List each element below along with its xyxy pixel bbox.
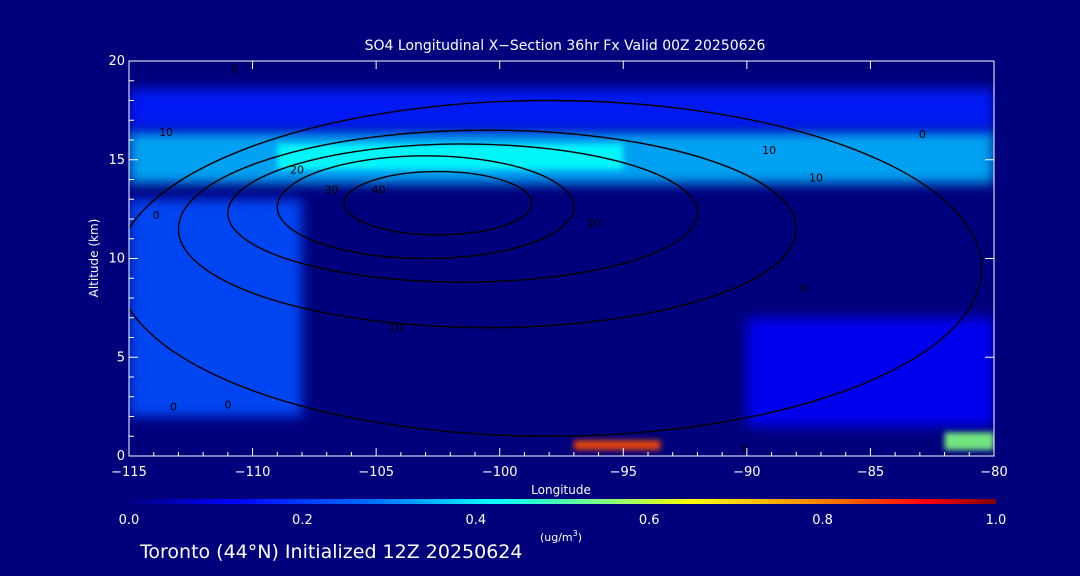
x-tick-label: −90 (733, 465, 760, 480)
y-tick-label: 20 (108, 54, 125, 69)
x-tick-label: −110 (235, 465, 271, 480)
contour-layer (129, 99, 983, 437)
colorbar-tick-label: 0.6 (639, 513, 660, 528)
contour-label-8: 20 (587, 217, 601, 230)
colorbar-tick-label: 0.0 (119, 513, 140, 528)
contour-label-1: 10 (159, 126, 173, 139)
colorbar-units: (ug/m3) (540, 529, 582, 544)
contour-label-14: 0 (741, 442, 748, 455)
contour-40 (343, 170, 533, 236)
y-axis-label: Altitude (km) (87, 219, 101, 298)
y-tick-label: 10 (108, 252, 125, 267)
contour-30 (276, 155, 575, 260)
contour-label-10: 0 (800, 282, 807, 295)
contour-label-9: 0 (153, 209, 160, 222)
heat-region-6 (944, 432, 994, 451)
colorbar-tick-label: 1.0 (986, 513, 1007, 528)
y-axis: 0 5 10 15 20 (108, 54, 994, 464)
y-tick-label: 5 (117, 350, 125, 365)
contour-0 (129, 99, 983, 437)
colorbar-gradient (129, 499, 996, 504)
x-tick-label: −85 (857, 465, 884, 480)
contour-label-3: 30 (325, 183, 339, 196)
contour-label-13: 0 (224, 399, 231, 412)
y-tick-label: 15 (108, 153, 125, 168)
colorbar-tick-label: 0.4 (465, 513, 486, 528)
x-tick-label: −95 (610, 465, 637, 480)
heat-region-3 (129, 199, 302, 417)
contour-label-11: 10 (389, 322, 403, 335)
colorbar-tick-label: 0.2 (292, 513, 313, 528)
heatmap-layer (129, 88, 994, 451)
heat-region-1 (129, 88, 994, 131)
chart-title: SO4 Longitudinal X−Section 36hr Fx Valid… (365, 38, 766, 54)
contour-label-6: 10 (809, 172, 823, 185)
x-tick-label: −115 (111, 465, 147, 480)
colorbar: 0.0 0.2 0.4 0.6 0.8 1.0 (ug/m3) (119, 499, 1007, 544)
y-tick-label: 0 (117, 449, 125, 464)
footer-caption: Toronto (44°N) Initialized 12Z 20250624 (140, 541, 523, 563)
contour-10 (177, 129, 797, 329)
colorbar-ticks: 0.0 0.2 0.4 0.6 0.8 1.0 (119, 513, 1007, 528)
contour-label-7: 0 (919, 128, 926, 141)
x-axis-label: Longitude (531, 483, 591, 497)
contour-label-12: 0 (170, 401, 177, 414)
contour-label-4: 40 (372, 183, 386, 196)
x-axis: −115 −110 −105 −100 −95 −90 −85 −80 (111, 61, 1008, 480)
contour-label-5: 10 (762, 144, 776, 157)
colorbar-tick-label: 0.8 (812, 513, 833, 528)
x-tick-label: −80 (980, 465, 1007, 480)
contour-20 (227, 143, 699, 283)
heat-region-5 (573, 440, 661, 451)
contour-labels: 0 10 20 30 40 10 10 0 20 0 0 10 0 0 0 (153, 63, 926, 455)
contour-label-2: 20 (290, 164, 304, 177)
x-tick-label: −100 (482, 465, 518, 480)
x-tick-label: −105 (358, 465, 394, 480)
contour-label-0: 0 (232, 63, 239, 76)
